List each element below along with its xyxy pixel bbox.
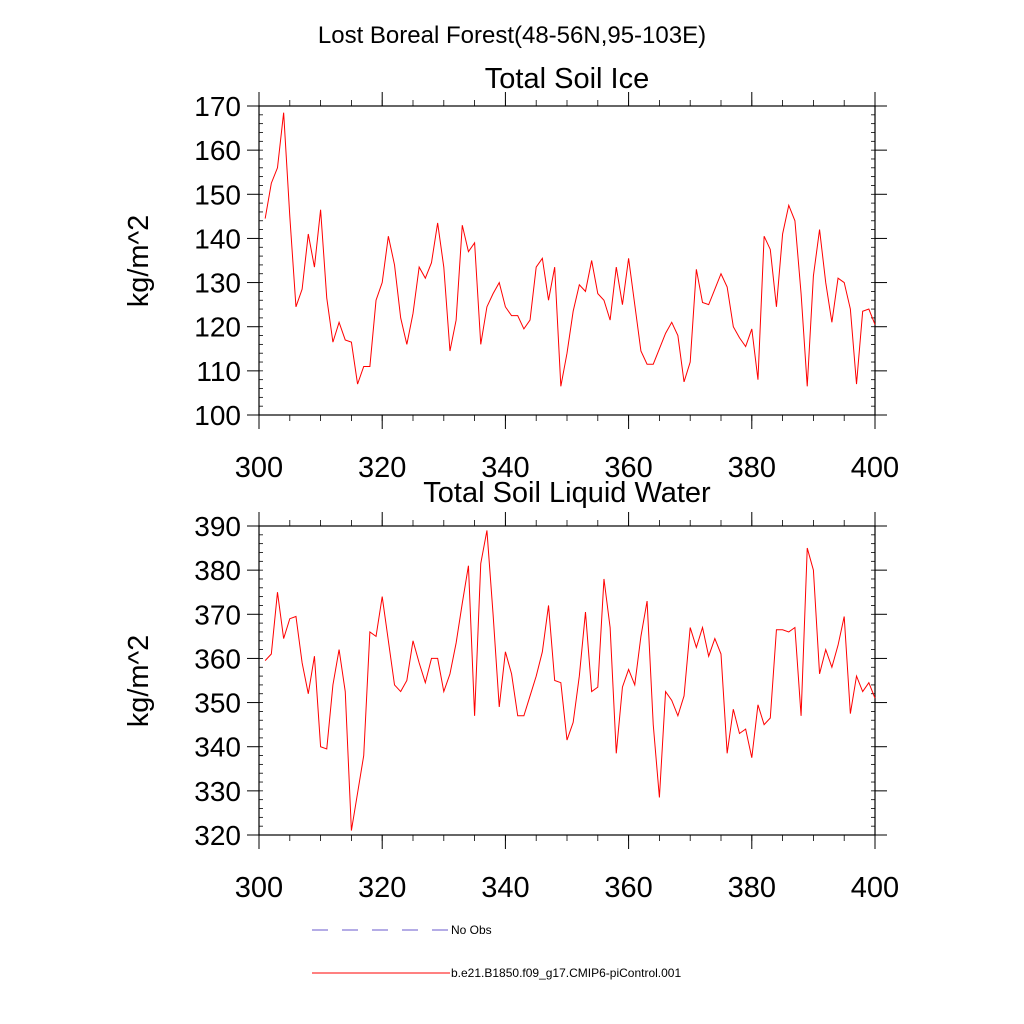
y-tick-label: 360 [194, 643, 241, 674]
y-tick-label: 130 [194, 268, 241, 299]
legend-model-label: b.e21.B1850.f09_g17.CMIP6-piControl.001 [451, 966, 681, 980]
y-tick-label: 150 [194, 179, 241, 210]
y-axis-label-soil-liquid-water: kg/m^2 [123, 635, 155, 728]
x-tick-label: 360 [604, 872, 652, 904]
y-tick-label: 320 [194, 820, 241, 851]
panel-title-soil-liquid-water: Total Soil Liquid Water [423, 477, 711, 509]
x-tick-label: 400 [851, 872, 899, 904]
y-tick-label: 120 [194, 312, 241, 343]
y-tick-label: 160 [194, 135, 241, 166]
x-tick-label: 300 [235, 452, 283, 484]
tick-labels-soil-ice: 100 110 120 130 140 150 160 170 300 320 340 360 380 4… [194, 91, 899, 484]
x-tick-label: 380 [728, 452, 776, 484]
y-tick-label: 140 [194, 223, 241, 254]
x-tick-label: 380 [728, 872, 776, 904]
figure-title: Lost Boreal Forest(48-56N,95-103E) [318, 22, 706, 49]
plot-frame-soil-ice [258, 105, 876, 416]
y-tick-label: 170 [194, 91, 241, 122]
panel-total-soil-liquid-water: Total Soil Liquid Water kg/m^2 320 330 340… [123, 477, 899, 904]
x-tick-label: 300 [235, 872, 283, 904]
y-tick-label: 340 [194, 732, 241, 763]
panel-title-soil-ice: Total Soil Ice [485, 63, 649, 95]
x-tick-label: 340 [481, 872, 529, 904]
y-tick-label: 100 [194, 400, 241, 431]
x-tick-label: 360 [604, 452, 652, 484]
y-tick-label: 350 [194, 688, 241, 719]
series-line-soil-liquid-water [264, 530, 876, 831]
legend: No Obs b.e21.B1850.f09_g17.CMIP6-piContr… [312, 923, 681, 980]
x-tick-label: 340 [481, 452, 529, 484]
y-tick-label: 380 [194, 555, 241, 586]
x-tick-label: 400 [851, 452, 899, 484]
y-tick-label: 330 [194, 776, 241, 807]
ticks-soil-liquid-water [247, 512, 887, 849]
y-axis-label-soil-ice: kg/m^2 [123, 215, 155, 308]
series-line-soil-ice [264, 112, 876, 387]
x-tick-label: 320 [358, 452, 406, 484]
panel-total-soil-ice: Total Soil Ice kg/m^2 100 110 120 130 140 150… [123, 63, 899, 484]
tick-labels-soil-liquid-water: 320 330 340 350 360 370 380 390 300 320 340 360 380 4… [194, 511, 899, 904]
y-tick-label: 390 [194, 511, 241, 542]
plot-frame-soil-liquid-water [258, 525, 876, 836]
ticks-soil-ice [247, 92, 887, 429]
legend-obs-label: No Obs [451, 923, 492, 937]
y-tick-label: 370 [194, 599, 241, 630]
x-tick-label: 320 [358, 872, 406, 904]
y-tick-label: 110 [196, 356, 241, 387]
